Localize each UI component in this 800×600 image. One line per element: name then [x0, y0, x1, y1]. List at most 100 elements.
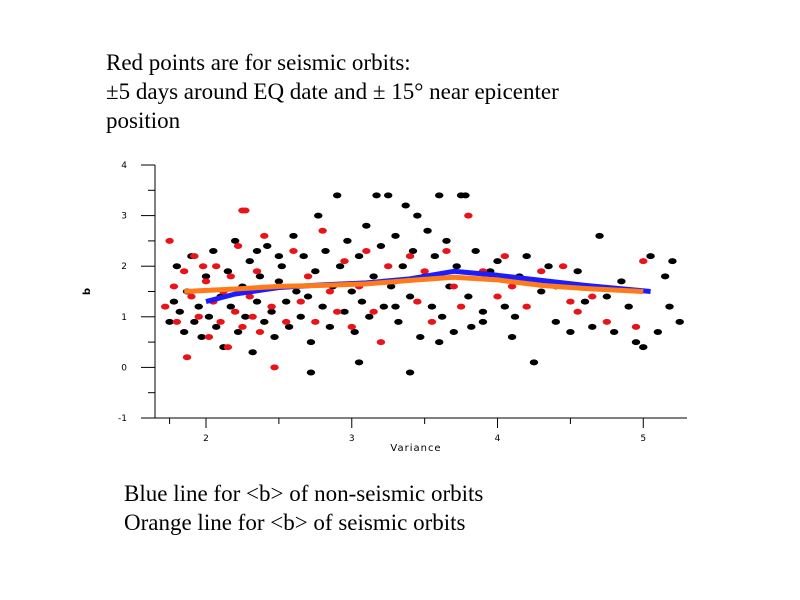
seismic-point — [260, 232, 269, 239]
non-seismic-point — [675, 318, 684, 325]
non-seismic-point — [296, 313, 305, 320]
seismic-point — [602, 318, 612, 325]
seismic-point — [182, 354, 192, 361]
non-seismic-point — [204, 313, 214, 320]
non-seismic-point — [194, 303, 203, 310]
seismic-point — [248, 313, 257, 320]
non-seismic-point — [274, 278, 284, 285]
non-seismic-point — [226, 303, 235, 310]
non-seismic-point — [405, 369, 415, 376]
seismic-point — [194, 313, 203, 320]
non-seismic-point — [175, 308, 184, 315]
non-seismic-point — [318, 303, 327, 310]
non-seismic-point — [372, 192, 381, 199]
non-seismic-point — [190, 318, 199, 325]
non-seismic-point — [386, 283, 396, 290]
seismic-point — [226, 273, 235, 280]
non-seismic-point — [435, 192, 444, 199]
seismic-point — [289, 248, 298, 255]
seismic-point — [369, 308, 378, 315]
seismic-point — [558, 263, 568, 270]
seismic-point — [325, 288, 335, 295]
non-seismic-point — [369, 273, 378, 280]
seismic-point — [500, 253, 510, 260]
seismic-point — [464, 212, 473, 219]
non-seismic-point — [350, 328, 359, 335]
seismic-point — [456, 303, 466, 310]
non-seismic-point — [461, 192, 470, 199]
non-seismic-point — [357, 298, 367, 305]
non-seismic-point — [292, 288, 301, 295]
non-seismic-point — [646, 253, 655, 260]
top-caption-line: position — [106, 108, 181, 133]
non-seismic-point — [573, 268, 582, 275]
seismic-point — [223, 344, 233, 351]
non-seismic-point — [413, 212, 422, 219]
non-seismic-point — [245, 258, 254, 265]
non-seismic-point — [314, 212, 323, 219]
non-seismic-point — [376, 242, 386, 249]
y-axis-label: b — [82, 288, 93, 295]
non-seismic-point — [437, 313, 447, 320]
seismic-point — [238, 323, 247, 330]
seismic-point — [198, 263, 208, 270]
non-seismic-point — [391, 303, 400, 310]
non-seismic-point — [631, 339, 641, 346]
top-caption-line: Red points are for seismic orbits: — [106, 50, 411, 75]
seismic-point — [362, 248, 371, 255]
seismic-point — [573, 308, 582, 315]
seismic-point — [187, 293, 196, 300]
seismic-point — [631, 323, 641, 330]
non-seismic-point — [442, 237, 451, 244]
non-seismic-point — [617, 278, 626, 285]
non-seismic-point — [537, 288, 546, 295]
y-tick-label: 0 — [121, 363, 127, 373]
non-seismic-point — [566, 328, 575, 335]
non-seismic-point — [510, 313, 520, 320]
seismic-point — [420, 268, 429, 275]
non-seismic-point — [609, 328, 619, 335]
x-tick-label: 4 — [495, 434, 501, 444]
seismic-point — [413, 298, 422, 305]
non-seismic-point — [471, 248, 480, 255]
non-seismic-point — [660, 273, 670, 280]
non-seismic-point — [241, 313, 250, 320]
non-seismic-point — [299, 253, 308, 260]
non-seismic-point — [408, 248, 418, 255]
top-caption: Red points are for seismic orbits: ±5 da… — [106, 48, 559, 135]
non-seismic-point — [233, 328, 243, 335]
seismic-point — [318, 227, 327, 234]
non-seismic-point — [394, 318, 403, 325]
non-seismic-point — [405, 293, 415, 300]
seismic-point — [296, 298, 305, 305]
non-seismic-point — [354, 359, 364, 366]
seismic-point — [161, 303, 170, 310]
non-seismic-point — [362, 222, 371, 229]
non-seismic-point — [281, 298, 291, 305]
seismic-point — [252, 268, 262, 275]
seismic-point — [165, 237, 174, 244]
non-seismic-point — [427, 303, 437, 310]
non-seismic-point — [179, 328, 189, 335]
y-tick-label: 3 — [121, 212, 127, 222]
seismic-point — [233, 242, 243, 249]
non-seismic-point — [435, 339, 444, 346]
seismic-point — [216, 318, 225, 325]
non-seismic-point — [325, 323, 335, 330]
non-seismic-point — [169, 298, 179, 305]
non-seismic-point — [624, 303, 633, 310]
bottom-caption: Blue line for <b> of non-seismic orbits … — [124, 479, 483, 537]
seismic-point — [267, 303, 276, 310]
seismic-point — [169, 283, 179, 290]
non-seismic-point — [311, 268, 320, 275]
non-seismic-point — [201, 273, 211, 280]
non-seismic-point — [507, 334, 517, 341]
y-tick-label: -1 — [118, 414, 127, 424]
seismic-point — [201, 278, 211, 285]
y-tick-label: 2 — [121, 262, 127, 272]
non-seismic-point — [321, 248, 330, 255]
non-seismic-point — [668, 258, 677, 265]
non-seismic-point — [493, 258, 502, 265]
non-seismic-point — [529, 359, 539, 366]
non-seismic-point — [303, 293, 313, 300]
